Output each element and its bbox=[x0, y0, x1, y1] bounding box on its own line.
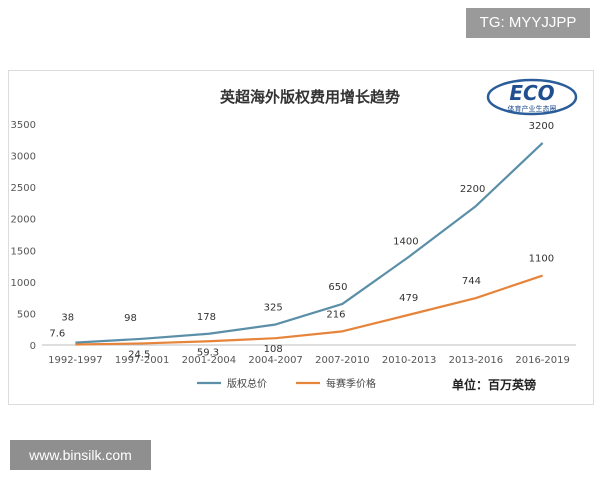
data-label: 59.3 bbox=[197, 347, 219, 358]
legend-label: 每赛季价格 bbox=[326, 377, 376, 390]
y-tick-label: 3000 bbox=[11, 152, 36, 163]
data-label: 7.6 bbox=[49, 329, 65, 340]
y-tick-label: 3500 bbox=[11, 120, 36, 131]
data-label: 1400 bbox=[393, 237, 418, 248]
x-tick-label: 2007-2010 bbox=[315, 355, 370, 366]
x-tick-label: 1992-1997 bbox=[48, 355, 103, 366]
data-label: 24.5 bbox=[128, 349, 150, 360]
data-label: 650 bbox=[328, 282, 347, 293]
data-label: 98 bbox=[124, 313, 137, 324]
y-tick-label: 2500 bbox=[11, 183, 36, 194]
logo-subtext: 体育产业生态圈 bbox=[508, 104, 557, 113]
data-label: 108 bbox=[264, 344, 283, 355]
y-tick-label: 0 bbox=[30, 341, 36, 352]
eco-logo: ECO 体育产业生态圈 bbox=[486, 78, 578, 116]
x-tick-label: 2016-2019 bbox=[515, 355, 570, 366]
chart-title: 英超海外版权费用增长趋势 bbox=[219, 88, 400, 106]
chart-frame bbox=[8, 70, 594, 405]
series-line-1 bbox=[75, 142, 544, 344]
logo-text: ECO bbox=[509, 81, 554, 105]
x-tick-label: 1997-2001 bbox=[115, 355, 170, 366]
y-tick-label: 500 bbox=[17, 309, 36, 320]
data-label: 1100 bbox=[529, 254, 554, 265]
data-label: 479 bbox=[399, 293, 418, 304]
x-tick-label: 2001-2004 bbox=[182, 355, 237, 366]
legend-label: 版权总价 bbox=[227, 377, 267, 390]
y-tick-label: 1000 bbox=[11, 278, 36, 289]
data-label: 3200 bbox=[529, 121, 554, 132]
data-label: 325 bbox=[264, 302, 283, 313]
watermark-top: TG: MYYJJPP bbox=[466, 8, 590, 38]
y-tick-label: 1500 bbox=[11, 246, 36, 257]
data-label: 38 bbox=[61, 313, 74, 324]
data-label: 2200 bbox=[460, 184, 485, 195]
x-tick-label: 2013-2016 bbox=[449, 355, 504, 366]
x-tick-label: 2004-2007 bbox=[248, 355, 303, 366]
series-line-2 bbox=[75, 274, 543, 346]
unit-label: 单位：百万英镑 bbox=[452, 378, 537, 392]
data-label: 744 bbox=[462, 276, 481, 287]
watermark-bottom: www.binsilk.com bbox=[10, 440, 151, 470]
x-tick-label: 2010-2013 bbox=[382, 355, 437, 366]
y-tick-label: 2000 bbox=[11, 215, 36, 226]
data-label: 178 bbox=[197, 312, 216, 323]
data-label: 216 bbox=[326, 309, 345, 320]
